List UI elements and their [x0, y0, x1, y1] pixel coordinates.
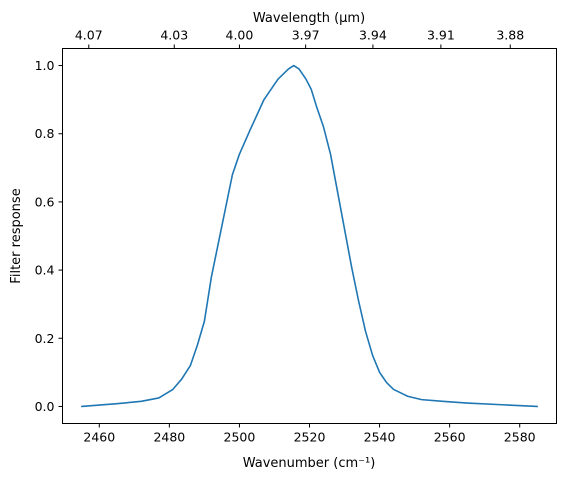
y-tick-label: 0.4: [35, 263, 55, 278]
y-tick-label: 0.0: [35, 399, 55, 414]
series-line-0: [80, 64, 539, 408]
top-tick-label: 4.07: [75, 28, 103, 43]
x-axis-title: Wavenumber (cm⁻¹): [243, 456, 376, 471]
bottom-x-axis: 2460 2480 2500 2520 2540 2560 2580: [83, 423, 536, 445]
top-axis-title: Wavelength (μm): [253, 11, 365, 26]
x-tick-label: 2500: [224, 430, 256, 445]
top-tick-label: 3.91: [427, 28, 455, 43]
y-tick-label: 1.0: [35, 58, 55, 73]
top-tick-label: 3.94: [359, 28, 387, 43]
x-tick-label: 2480: [153, 430, 185, 445]
x-tick-label: 2540: [364, 430, 396, 445]
top-tick-label: 4.00: [226, 28, 254, 43]
top-tick-label: 4.03: [160, 28, 188, 43]
y-tick-label: 0.6: [35, 194, 55, 209]
top-x-axis: 4.07 4.03 4.00 3.97 3.94 3.91 3.88: [75, 28, 524, 49]
x-tick-label: 2460: [83, 430, 115, 445]
x-tick-label: 2560: [434, 430, 466, 445]
y-axis-title: Filter response: [9, 188, 24, 283]
y-tick-label: 0.8: [35, 126, 55, 141]
plot-frame: [62, 48, 557, 424]
x-tick-label: 2520: [294, 430, 326, 445]
y-tick-label: 0.2: [35, 331, 55, 346]
x-tick-label: 2580: [504, 430, 536, 445]
top-tick-label: 3.88: [496, 28, 524, 43]
top-tick-label: 3.97: [292, 28, 320, 43]
y-axis: 0.0 0.2 0.4 0.6 0.8 1.0: [35, 58, 63, 414]
plot-area: [80, 64, 539, 408]
